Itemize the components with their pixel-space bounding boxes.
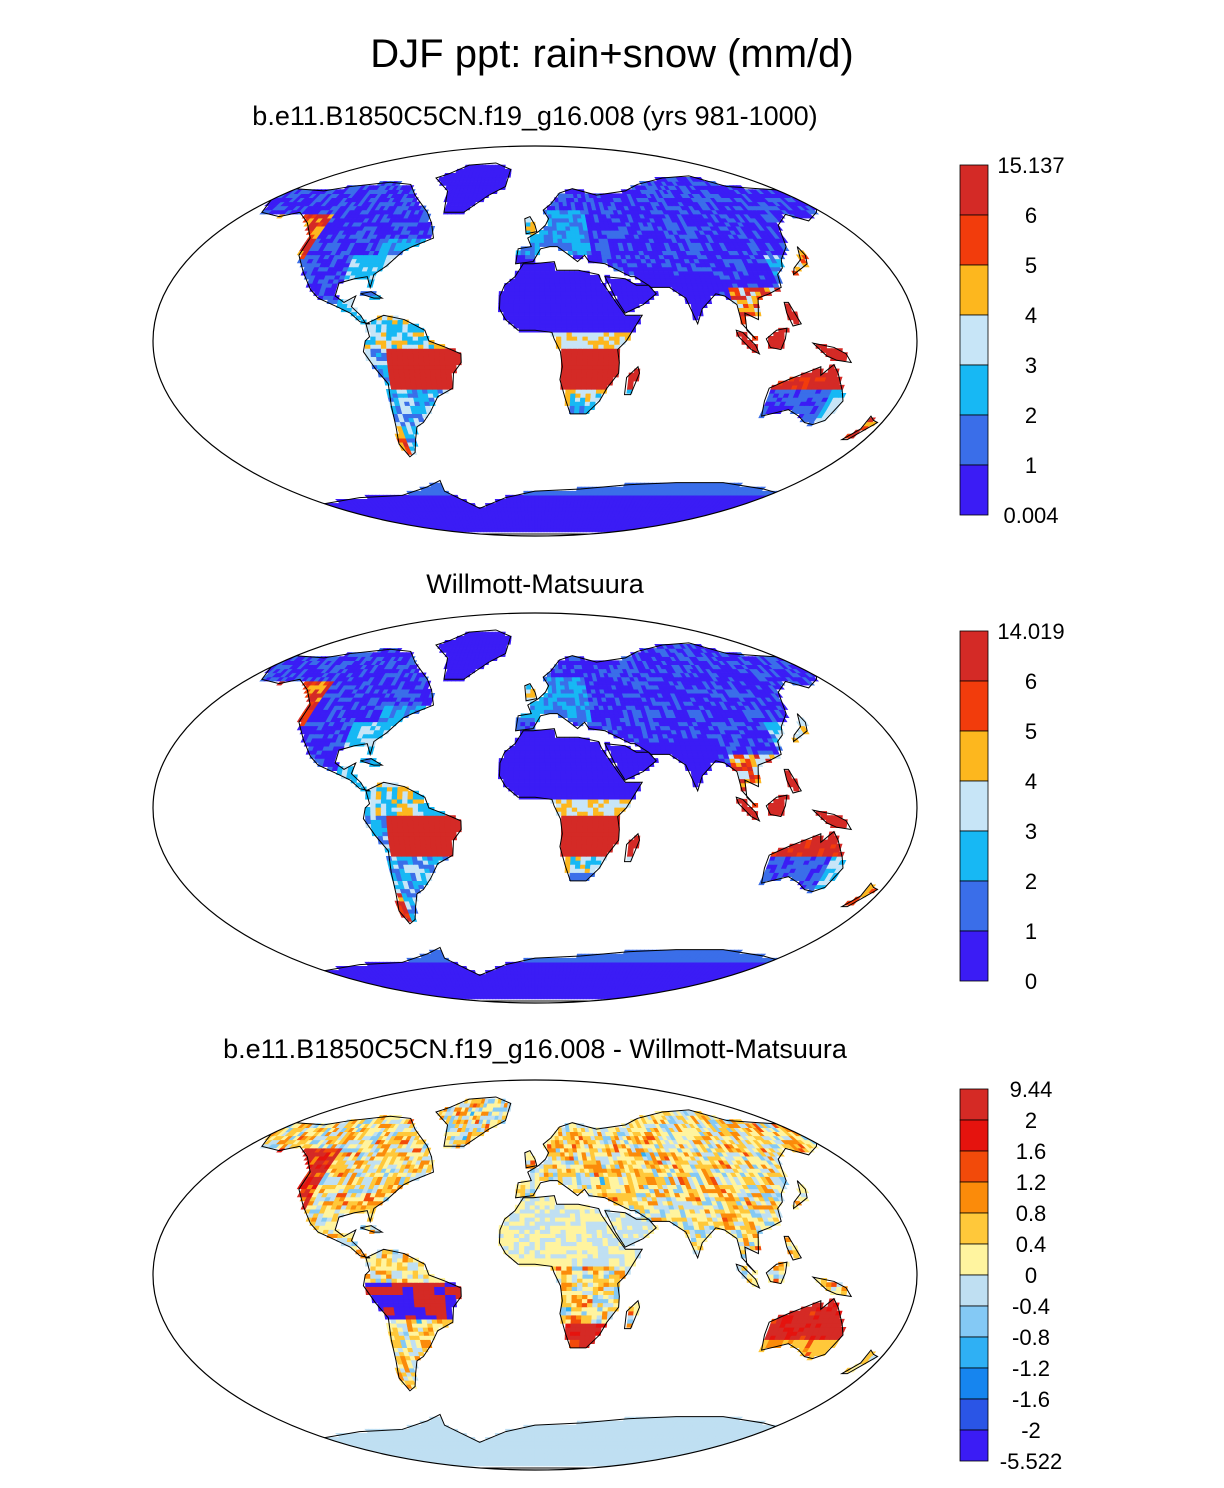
panel-3-title: b.e11.B1850C5CN.f19_g16.008 - Willmott-M… <box>223 1034 847 1064</box>
colorbar-label: 0.4 <box>1016 1232 1047 1257</box>
colorbar-label: 1 <box>1025 919 1037 944</box>
colorbar-swatch <box>959 680 989 732</box>
colorbar-label: 1.2 <box>1016 1170 1047 1195</box>
coastlines <box>261 162 879 535</box>
colorbar-label: 2 <box>1025 869 1037 894</box>
colorbar-swatch <box>959 1150 989 1183</box>
colorbar-swatch <box>959 464 989 516</box>
colorbar-swatch <box>959 1429 989 1462</box>
map-border <box>152 612 918 1004</box>
colorbar-label: -5.522 <box>1000 1449 1062 1474</box>
colorbar-label: 6 <box>1025 203 1037 228</box>
colorbar-label: 3 <box>1025 353 1037 378</box>
colorbar-swatch <box>959 830 989 882</box>
colorbar-label: 6 <box>1025 669 1037 694</box>
colorbar-swatch <box>959 1367 989 1400</box>
colorbar-swatch <box>959 314 989 366</box>
colorbar-swatch <box>959 1398 989 1431</box>
colorbar-swatch <box>959 780 989 832</box>
map-border <box>152 145 918 537</box>
colorbar-label: -1.2 <box>1012 1356 1050 1381</box>
colorbar-label: -0.4 <box>1012 1294 1050 1319</box>
colorbar-swatch <box>959 1088 989 1121</box>
colorbar-label: 2 <box>1025 1108 1037 1133</box>
colorbar-label: -1.6 <box>1012 1387 1050 1412</box>
colorbar-swatch <box>959 1119 989 1152</box>
colorbar-label: 0.8 <box>1016 1201 1047 1226</box>
panel-2-map <box>152 612 918 1004</box>
colorbar-swatch <box>959 1212 989 1245</box>
colorbar-swatch <box>959 214 989 266</box>
colorbar-label: 1 <box>1025 453 1037 478</box>
colorbar-swatch <box>959 1274 989 1307</box>
precip-field <box>259 1098 878 1467</box>
colorbar-swatch <box>959 1305 989 1338</box>
colorbar-swatch <box>959 364 989 416</box>
colorbar-label: 4 <box>1025 303 1037 328</box>
colorbar-label: -2 <box>1021 1418 1041 1443</box>
colorbar-label: 14.019 <box>997 619 1064 644</box>
colorbar-swatch <box>959 1336 989 1369</box>
figure-title: DJF ppt: rain+snow (mm/d) <box>370 32 854 76</box>
panel-2-title: Willmott-Matsuura <box>426 569 644 599</box>
colorbar-swatch <box>959 164 989 216</box>
panel-3-colorbar: 9.44 2 1.6 1.2 0.8 0.4 0 -0.4 -0.8 -1.2 -1.6 -2 -5.5… <box>959 1077 1062 1474</box>
colorbar-label: 4 <box>1025 769 1037 794</box>
colorbar-label: -0.8 <box>1012 1325 1050 1350</box>
colorbar-swatch <box>959 1243 989 1276</box>
colorbar-swatch <box>959 880 989 932</box>
precip-field <box>259 164 878 533</box>
colorbar-label: 0.004 <box>1003 503 1058 528</box>
colorbar-label: 0 <box>1025 1263 1037 1288</box>
colorbar-swatch <box>959 730 989 782</box>
colorbar-label: 15.137 <box>997 153 1064 178</box>
panel-1-title: b.e11.B1850C5CN.f19_g16.008 (yrs 981-100… <box>252 101 818 131</box>
colorbar-label: 3 <box>1025 819 1037 844</box>
colorbar-label: 0 <box>1025 969 1037 994</box>
colorbar-swatch <box>959 1181 989 1214</box>
colorbar-label: 2 <box>1025 403 1037 428</box>
panel-2-colorbar: 14.019 6 5 4 3 2 1 0 <box>959 619 1065 994</box>
colorbar-swatch <box>959 414 989 466</box>
colorbar-swatch <box>959 630 989 682</box>
colorbar-swatch <box>959 264 989 316</box>
colorbar-label: 1.6 <box>1016 1139 1047 1164</box>
panel-3-map <box>152 1079 918 1471</box>
colorbar-label: 5 <box>1025 253 1037 278</box>
colorbar-swatch <box>959 930 989 982</box>
panel-1-map <box>152 145 918 537</box>
panel-1-colorbar: 15.137 6 5 4 3 2 1 0.004 <box>959 153 1065 528</box>
precip-field <box>259 631 878 1000</box>
colorbar-label: 9.44 <box>1010 1077 1053 1102</box>
map-border <box>152 1079 918 1471</box>
colorbar-label: 5 <box>1025 719 1037 744</box>
